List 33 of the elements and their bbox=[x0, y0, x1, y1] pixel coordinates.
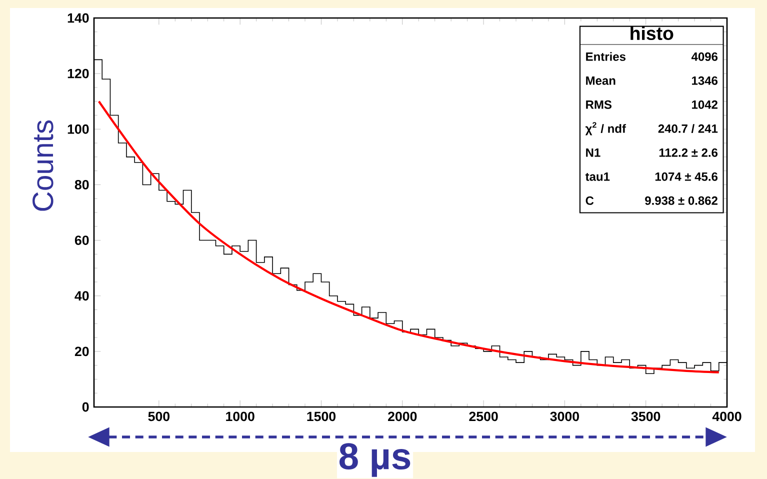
annotation: Mean bbox=[586, 76, 616, 85]
x-tick-label: 3500 bbox=[631, 412, 660, 422]
annotation: 9.938 ± 0.862 bbox=[645, 196, 718, 205]
x-tick-label: 3000 bbox=[550, 412, 579, 422]
x-tick-label: 500 bbox=[148, 412, 170, 422]
y-tick-label: 60 bbox=[74, 236, 89, 245]
annotation: 1042 bbox=[692, 100, 718, 109]
annotation: RMS bbox=[586, 100, 612, 109]
x-tick-label: 1000 bbox=[226, 412, 254, 422]
y-tick-label: 20 bbox=[74, 346, 89, 356]
x-tick-label: 2000 bbox=[388, 412, 417, 422]
x-tick-label: 1500 bbox=[307, 412, 336, 422]
y-tick-label: 100 bbox=[68, 124, 89, 134]
annotation: 4096 bbox=[691, 52, 718, 61]
annotation: tau1 bbox=[585, 172, 610, 181]
x-tick-label: 4000 bbox=[712, 412, 742, 422]
annotation: C bbox=[586, 196, 594, 205]
y-tick-label: 120 bbox=[68, 68, 89, 78]
x-axis-title: 8 µs bbox=[339, 443, 410, 477]
y-tick-label: 40 bbox=[74, 291, 89, 301]
annotation: Entries bbox=[586, 52, 626, 61]
annotation: N1 bbox=[586, 148, 600, 157]
annotation: χ$^{2}$ / ndf bbox=[585, 122, 626, 136]
y-axis-title: Counts bbox=[32, 120, 54, 211]
annotation: histo bbox=[630, 26, 674, 40]
x-tick-label: 2500 bbox=[469, 412, 498, 422]
annotation: 1074 ± 45.6 bbox=[655, 172, 718, 181]
y-tick-label: 140 bbox=[68, 13, 89, 23]
annotation: 112.2 ± 2.6 bbox=[659, 148, 718, 157]
y-tick-label: 80 bbox=[74, 180, 89, 190]
annotation: 240.7 / 241 bbox=[658, 124, 718, 134]
annotation: 1346 bbox=[692, 76, 718, 85]
y-tick-label: 0 bbox=[82, 402, 89, 412]
